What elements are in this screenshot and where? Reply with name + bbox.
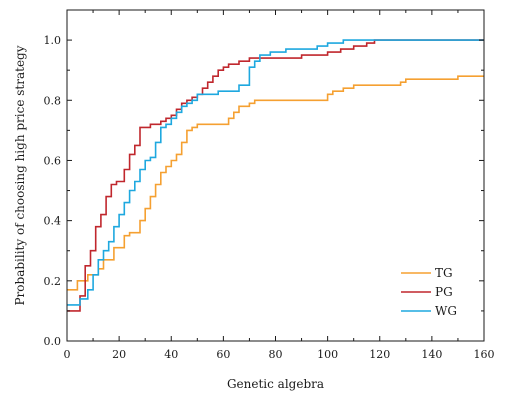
legend-label-wg: WG (435, 304, 457, 318)
legend: TG PG WG (401, 266, 457, 318)
x-axis-title: Genetic algebra (227, 377, 324, 391)
y-tick-label: 0.6 (44, 154, 62, 167)
y-tick-label: 0.8 (44, 94, 62, 107)
y-tick-label: 0.2 (44, 275, 62, 288)
x-tick-label: 100 (317, 348, 338, 361)
legend-label-pg: PG (435, 285, 453, 299)
x-tick-label: 120 (369, 348, 390, 361)
x-tick-label: 40 (164, 348, 178, 361)
x-tick-label: 60 (216, 348, 230, 361)
y-tick-label: 0.0 (44, 335, 62, 348)
x-tick-label: 80 (269, 348, 283, 361)
series-line-wg (67, 39, 484, 306)
x-tick-label: 140 (421, 348, 442, 361)
y-tick-label: 0.4 (44, 215, 62, 228)
plot-lines (67, 39, 484, 312)
axis-ticks (66, 9, 485, 342)
legend-label-tg: TG (435, 266, 453, 280)
series-line-pg (67, 39, 484, 312)
x-tick-label: 0 (64, 348, 71, 361)
tick-labels: 0 20 40 60 80 100 120 140 160 0.0 0.2 0.4 0.6 0.8 1.0 (44, 34, 495, 361)
y-axis-title: Probability of choosing high price strat… (13, 45, 27, 305)
y-tick-label: 1.0 (44, 34, 62, 47)
x-tick-label: 20 (112, 348, 126, 361)
series-line-tg (67, 75, 484, 291)
x-tick-label: 160 (474, 348, 495, 361)
